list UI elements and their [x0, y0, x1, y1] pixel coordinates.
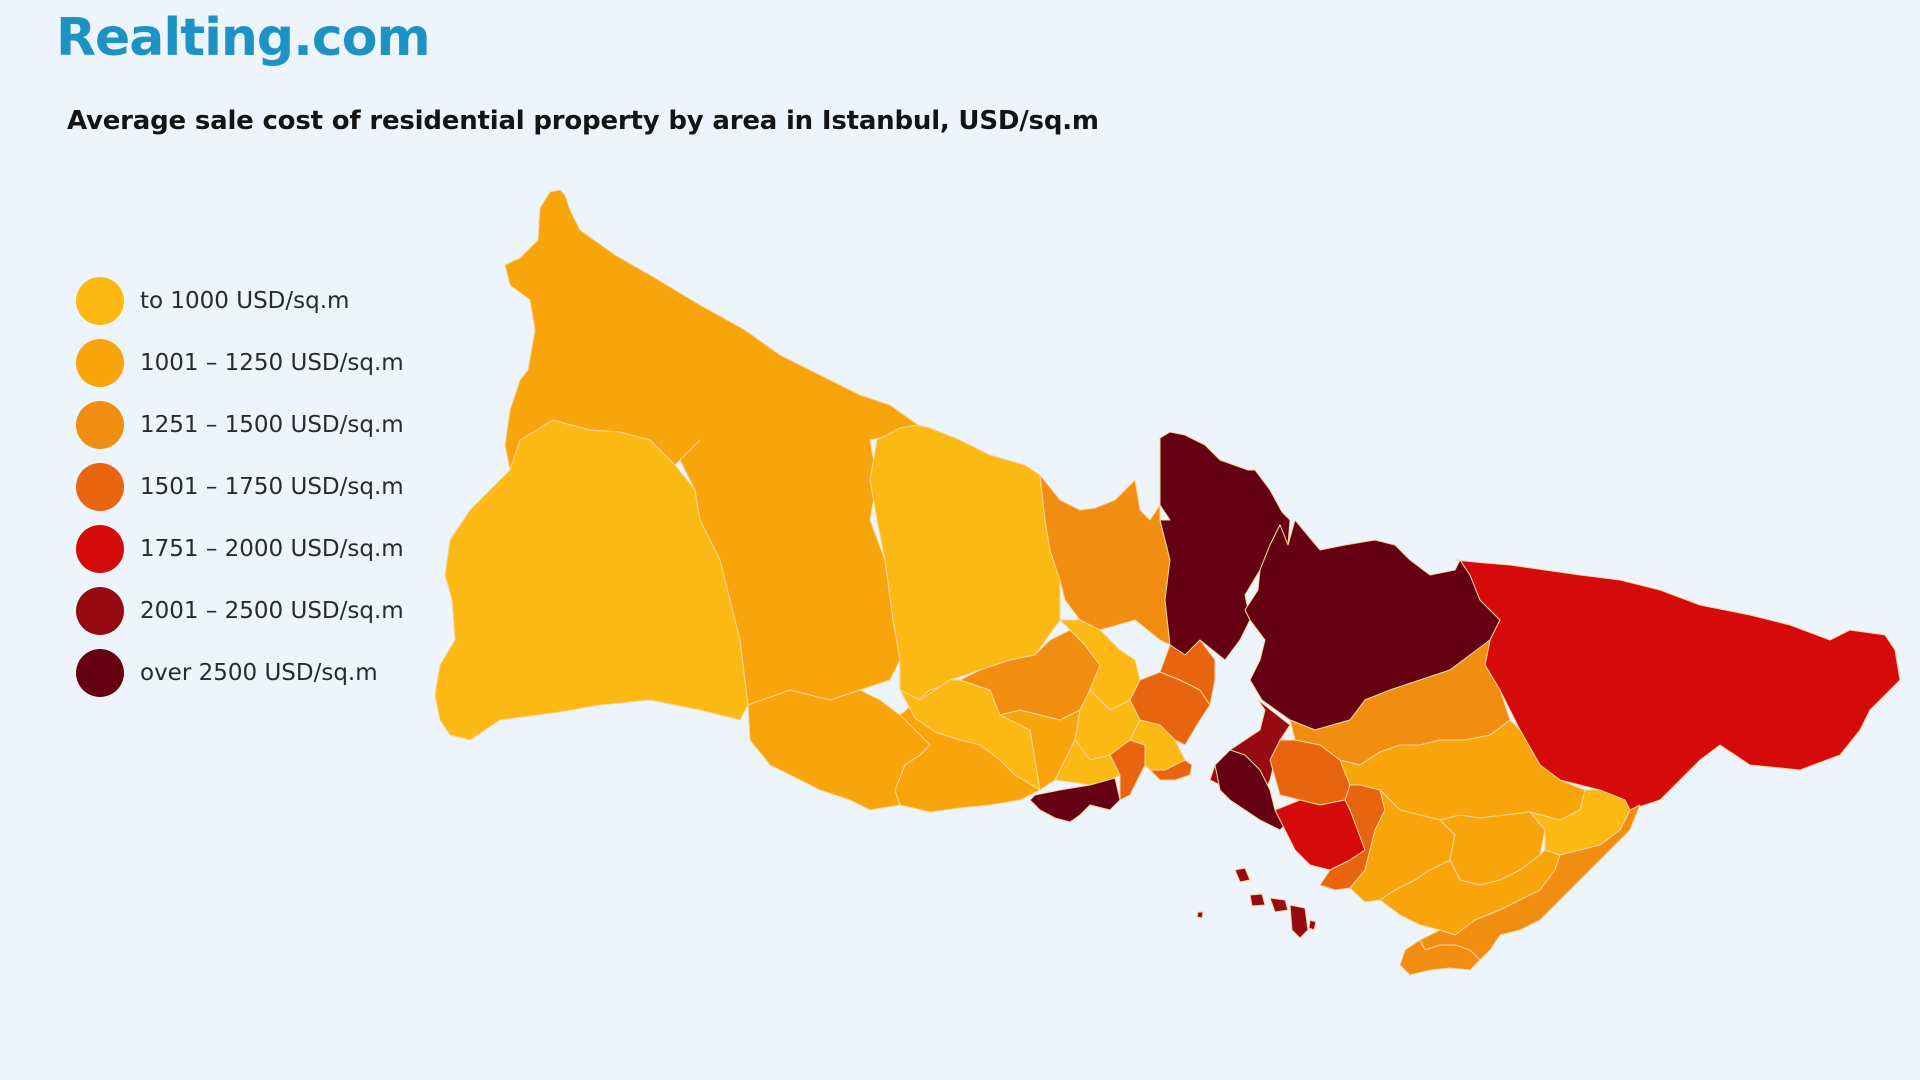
- region-bakirkoy-coast: [1029, 777, 1121, 823]
- legend-item-1251-1500: 1251 – 1500 USD/sq.m: [76, 401, 404, 449]
- legend-item-over-2500: over 2500 USD/sq.m: [76, 649, 404, 697]
- legend-item-2001-2500: 2001 – 2500 USD/sq.m: [76, 587, 404, 635]
- legend-label: over 2500 USD/sq.m: [140, 660, 378, 686]
- legend-swatch: [76, 463, 124, 511]
- region-tuzla: [1419, 804, 1641, 961]
- legend-label: 1501 – 1750 USD/sq.m: [140, 474, 404, 500]
- legend-label: 1001 – 1250 USD/sq.m: [140, 350, 404, 376]
- region-adalar: [1196, 867, 1317, 939]
- map-title: Average sale cost of residential propert…: [67, 106, 1099, 136]
- region-beyoglu: [1159, 639, 1216, 706]
- legend-item-1501-1750: 1501 – 1750 USD/sq.m: [76, 463, 404, 511]
- legend-label: 1751 – 2000 USD/sq.m: [140, 536, 404, 562]
- legend-item-1751-2000: 1751 – 2000 USD/sq.m: [76, 525, 404, 573]
- region-eyup: [869, 424, 1061, 701]
- legend-swatch: [76, 649, 124, 697]
- realting-logo[interactable]: Realting.com: [56, 8, 431, 68]
- legend-swatch: [76, 401, 124, 449]
- legend-swatch: [76, 339, 124, 387]
- legend-swatch: [76, 525, 124, 573]
- legend-item-to-1000: to 1000 USD/sq.m: [76, 277, 404, 325]
- legend-swatch: [76, 587, 124, 635]
- legend: to 1000 USD/sq.m 1001 – 1250 USD/sq.m 12…: [76, 277, 404, 711]
- region-arnavutkoy: [504, 189, 921, 706]
- region-tuzla-cape: [1399, 939, 1481, 976]
- legend-label: to 1000 USD/sq.m: [140, 288, 350, 314]
- legend-item-1001-1250: 1001 – 1250 USD/sq.m: [76, 339, 404, 387]
- legend-swatch: [76, 277, 124, 325]
- legend-label: 1251 – 1500 USD/sq.m: [140, 412, 404, 438]
- region-fatih-peninsula: [1149, 759, 1193, 781]
- legend-label: 2001 – 2500 USD/sq.m: [140, 598, 404, 624]
